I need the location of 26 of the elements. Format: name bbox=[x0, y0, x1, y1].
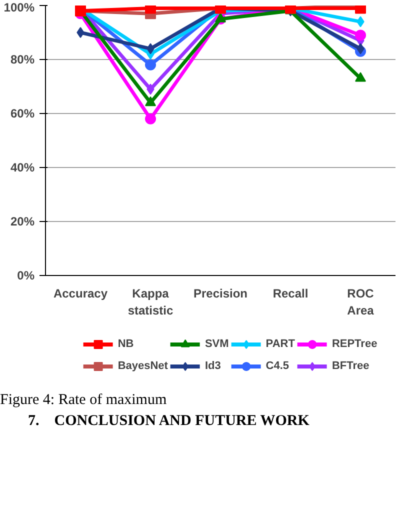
legend-label: C4.5 bbox=[266, 360, 290, 372]
y-tick-label: 100% bbox=[4, 0, 35, 14]
x-tick-label: Kappa statistic bbox=[128, 286, 174, 318]
point bbox=[76, 27, 84, 38]
legend-label: Id3 bbox=[204, 360, 222, 372]
legend-label: REPTree bbox=[332, 338, 378, 350]
legend-label: BFTree bbox=[332, 360, 370, 372]
x-tick-label: Accuracy bbox=[53, 286, 108, 300]
y-tick-label: 0% bbox=[17, 268, 35, 282]
y-tick-label: 20% bbox=[10, 214, 35, 228]
legend-label: SVM bbox=[204, 338, 229, 350]
legend-label: NB bbox=[118, 338, 135, 350]
x-tick-label: ROC Area bbox=[347, 286, 374, 318]
legend-label: PART bbox=[266, 338, 295, 350]
y-tick-label: 40% bbox=[10, 160, 35, 174]
point bbox=[145, 96, 156, 106]
point bbox=[145, 59, 156, 70]
caption: Figure 4: Rate of maximum bbox=[0, 391, 167, 410]
x-tick-label: Precision bbox=[193, 286, 248, 300]
text: 7. CONCLUSION AND FUTURE WORK bbox=[28, 412, 310, 432]
y-tick-label: 60% bbox=[10, 106, 35, 120]
legend-label: BayesNet bbox=[118, 360, 168, 372]
point bbox=[145, 113, 156, 124]
y-tick-label: 80% bbox=[10, 52, 35, 66]
point bbox=[355, 72, 366, 82]
x-tick-label: Recall bbox=[272, 286, 308, 300]
